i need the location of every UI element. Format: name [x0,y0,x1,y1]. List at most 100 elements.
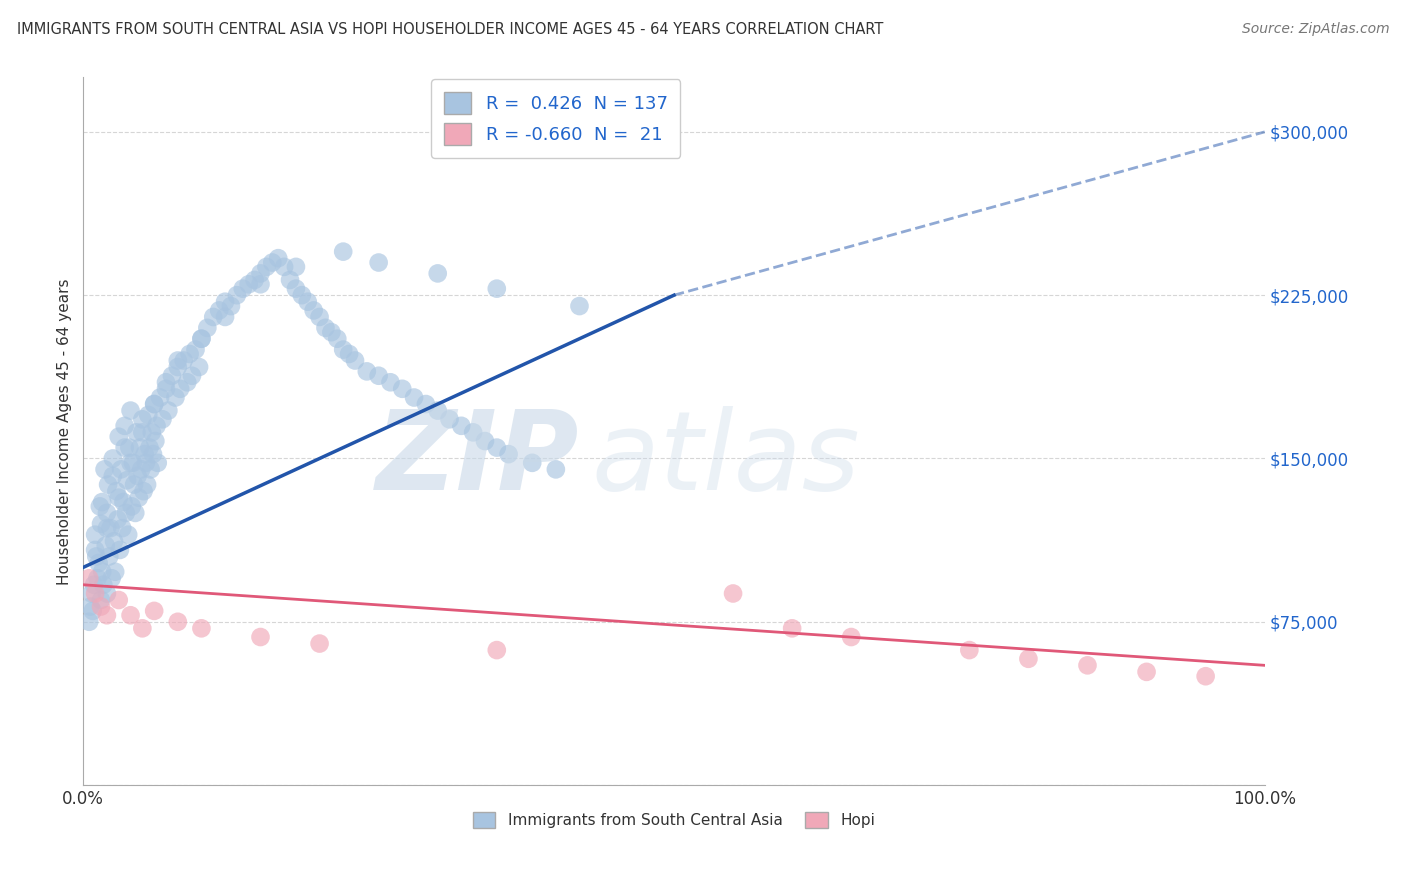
Point [114,506,136,520]
Point [1135,665,1157,679]
Point [131,621,153,635]
Point [839,630,862,644]
Point [121,500,143,514]
Point [367,368,389,383]
Point [125,425,148,440]
Point [141,425,163,440]
Point [332,244,354,259]
Point [181,368,204,383]
Legend: Immigrants from South Central Asia, Hopi: Immigrants from South Central Asia, Hopi [467,805,882,834]
Point [243,273,266,287]
Point [77,615,100,629]
Point [100,571,122,585]
Point [249,277,271,292]
Point [93,578,115,592]
Point [166,615,188,629]
Point [98,549,121,564]
Point [278,273,301,287]
Point [214,310,236,324]
Point [326,332,349,346]
Point [143,434,166,448]
Point [91,495,114,509]
Point [127,469,149,483]
Point [146,456,169,470]
Point [208,303,231,318]
Point [415,397,437,411]
Text: atlas: atlas [592,406,860,513]
Point [439,412,461,426]
Point [115,473,138,487]
Point [90,516,112,531]
Point [1076,658,1098,673]
Point [249,630,271,644]
Point [380,376,402,390]
Point [105,484,128,499]
Point [284,282,307,296]
Point [522,456,544,470]
Point [485,643,508,657]
Point [143,397,166,411]
Point [176,376,198,390]
Point [143,604,166,618]
Point [721,586,744,600]
Point [96,608,118,623]
Point [426,403,449,417]
Point [107,593,129,607]
Point [120,456,142,470]
Point [169,382,191,396]
Point [485,441,508,455]
Point [107,512,129,526]
Point [238,277,260,292]
Point [84,586,107,600]
Point [122,456,145,470]
Point [90,599,112,614]
Point [190,332,212,346]
Point [96,506,118,520]
Point [131,412,153,426]
Point [145,418,167,433]
Point [463,425,485,440]
Point [114,441,136,455]
Point [367,255,389,269]
Point [780,621,803,635]
Point [1194,669,1216,683]
Point [93,462,115,476]
Point [254,260,277,274]
Point [284,260,307,274]
Point [91,565,114,579]
Point [128,491,150,505]
Point [142,447,165,461]
Point [138,441,160,455]
Y-axis label: Householder Income Ages 45 - 64 years: Householder Income Ages 45 - 64 years [58,278,72,584]
Point [544,462,567,476]
Point [195,321,218,335]
Point [108,543,131,558]
Point [485,282,508,296]
Point [96,586,118,600]
Point [112,495,135,509]
Point [426,267,449,281]
Point [77,571,100,585]
Point [498,447,520,461]
Point [404,391,426,405]
Point [120,608,142,623]
Point [568,299,591,313]
Point [107,491,129,505]
Point [110,462,132,476]
Point [79,599,101,614]
Point [97,477,120,491]
Point [202,310,225,324]
Text: IMMIGRANTS FROM SOUTH CENTRAL ASIA VS HOPI HOUSEHOLDER INCOME AGES 45 - 64 YEARS: IMMIGRANTS FROM SOUTH CENTRAL ASIA VS HO… [17,22,883,37]
Point [122,477,145,491]
Point [129,462,152,476]
Point [155,382,177,396]
Point [101,451,124,466]
Point [94,539,117,553]
Point [190,332,212,346]
Point [219,299,242,313]
Point [225,288,247,302]
Point [86,571,108,585]
Point [101,469,124,483]
Point [166,353,188,368]
Point [90,593,112,607]
